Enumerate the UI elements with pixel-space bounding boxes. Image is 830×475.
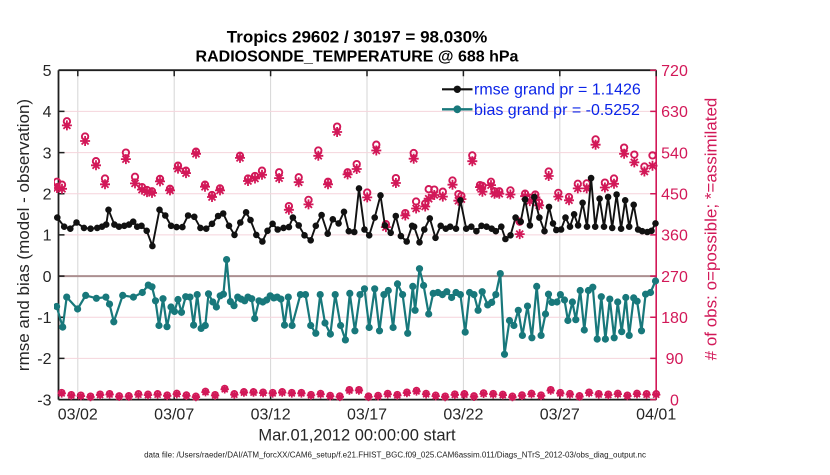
svg-text:03/12: 03/12 [251,406,291,423]
svg-text:-2: -2 [37,351,51,368]
svg-text:2: 2 [43,187,52,204]
svg-text:Tropics 29602 / 30197 = 98.030: Tropics 29602 / 30197 = 98.030% [227,28,487,47]
svg-text:# of obs: o=possible; *=assimi: # of obs: o=possible; *=assimilated [702,98,721,361]
svg-text:5: 5 [43,63,52,80]
svg-text:1: 1 [43,228,52,245]
svg-text:0: 0 [670,392,679,409]
svg-text:270: 270 [661,269,688,286]
svg-text:4: 4 [43,104,52,121]
svg-text:bias grand pr = -0.5252: bias grand pr = -0.5252 [474,102,640,119]
svg-text:-1: -1 [37,310,51,327]
svg-text:540: 540 [661,145,688,162]
svg-text:Mar.01,2012 00:00:00 start: Mar.01,2012 00:00:00 start [258,427,456,445]
svg-text:720: 720 [661,63,688,80]
svg-text:180: 180 [661,310,688,327]
svg-text:3: 3 [43,145,52,162]
svg-text:360: 360 [661,228,688,245]
svg-text:03/17: 03/17 [347,406,387,423]
svg-text:03/07: 03/07 [154,406,194,423]
svg-text:RADIOSONDE_TEMPERATURE @ 688 h: RADIOSONDE_TEMPERATURE @ 688 hPa [196,49,519,66]
svg-text:03/22: 03/22 [443,406,483,423]
svg-text:rmse and bias (model - observa: rmse and bias (model - observation) [14,99,33,371]
svg-text:-3: -3 [37,392,51,409]
svg-text:90: 90 [666,351,684,368]
svg-text:450: 450 [661,187,688,204]
svg-text:rmse grand pr = 1.1426: rmse grand pr = 1.1426 [474,82,641,99]
svg-text:data file: /Users/raeder/DAI/A: data file: /Users/raeder/DAI/ATM_forcXX/… [144,451,646,460]
svg-text:03/02: 03/02 [58,406,98,423]
svg-text:04/01: 04/01 [636,406,676,423]
svg-text:630: 630 [661,104,688,121]
svg-text:03/27: 03/27 [540,406,580,423]
svg-text:0: 0 [43,269,52,286]
